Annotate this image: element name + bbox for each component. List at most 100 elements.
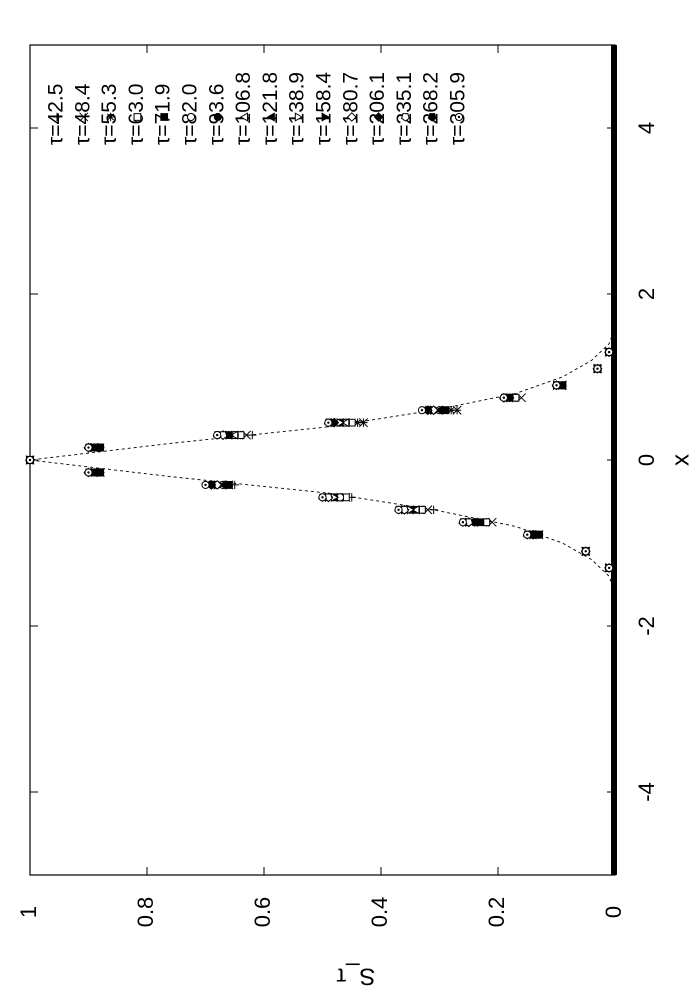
data-point [552,381,561,390]
legend-label: τ=235.1 [393,72,416,145]
data-point [353,418,362,427]
marker-shape [239,112,248,122]
legend-marker [106,112,115,122]
marker-dot [327,421,330,424]
legend-marker [133,113,142,121]
y-tick-label: 0.4 [367,897,392,928]
data-point [417,406,427,415]
marker-dot [461,521,465,524]
marker-dot [321,496,324,499]
data-point [557,380,566,390]
legend-marker [213,112,222,122]
data-point [434,405,443,415]
reference-curve [29,45,616,875]
data-point [593,364,602,373]
data-point [411,505,420,515]
marker-dot [607,350,611,354]
legend-marker [294,112,304,122]
legend-marker [401,113,410,122]
marker-shape [469,517,478,527]
marker-dot [204,483,207,487]
legend-marker [52,112,62,122]
y-tick-label: 0.2 [484,897,509,928]
y-axis-label: S_τ [336,963,375,990]
data-point [229,430,239,440]
marker-shape [213,112,222,122]
marker-shape [294,112,304,122]
marker-dot [526,533,529,536]
y-tick-label: 0.8 [133,897,158,928]
data-point [248,430,257,440]
legend-label: τ=206.1 [366,72,389,145]
legend-marker [79,112,89,122]
x-axis-ticks: -4 -2 0 2 4 [30,122,659,802]
marker-shape [248,430,257,440]
y-axis-ticks: 0 0.2 0.4 0.6 0.8 1 [16,45,626,927]
marker-dot [87,446,90,449]
legend-marker [160,113,169,121]
marker-dot [607,566,611,570]
marker-shape [346,112,357,122]
data-point [213,431,222,440]
marker-shape [321,112,330,122]
marker-shape [341,418,350,428]
x-tick-label: -4 [634,782,659,802]
legend-marker [321,112,330,122]
marker-dot [502,396,506,399]
marker-dot [584,550,587,553]
data-point [429,505,438,514]
data-point [447,406,456,415]
plot-frame [29,44,616,876]
marker-shape [133,113,142,121]
legend-label: τ=305.9 [447,72,470,145]
marker-shape [401,113,410,122]
data-point [581,547,590,556]
marker-shape [447,406,456,415]
marker-shape [353,418,362,427]
marker-dot [596,367,599,370]
marker-dot [87,471,90,474]
marker-dot [457,115,461,119]
marker-dot [420,409,424,412]
legend-label: τ=48.4 [71,83,94,145]
marker-dot [216,433,219,437]
legend-label: τ=55.3 [98,84,121,145]
data-point [25,455,35,465]
x-tick-label: -2 [634,616,659,636]
data-point [84,468,93,477]
data-markers [25,347,615,573]
marker-dot [555,384,558,387]
legend-marker [239,112,248,122]
legend-label: τ=268.2 [420,72,443,145]
legend-label: τ=121.8 [259,72,282,145]
marker-shape [186,112,196,122]
data-point [499,393,508,402]
data-point [324,418,333,427]
marker-shape [79,112,89,122]
legend-marker [186,112,196,122]
legend-label: τ=180.7 [339,72,362,145]
data-point [523,530,532,539]
data-point [605,563,614,572]
legend-marker [427,113,437,122]
marker-shape [229,430,239,440]
legend-label: τ=42.5 [45,84,68,145]
reference-curve-layer [29,45,617,875]
marker-shape [557,380,566,390]
marker-dot [28,458,32,462]
marker-shape [218,480,227,490]
marker-dot [397,508,400,511]
data-point [318,493,327,502]
legend-marker [346,112,357,122]
data-point [201,480,210,489]
data-point [218,480,227,490]
y-tick-label: 0 [601,906,626,918]
y-tick-label: 1 [16,906,41,918]
marker-shape [429,505,438,514]
data-point [84,443,93,452]
legend: τ=42.5τ=48.4τ=55.3τ=63.0τ=71.9τ=82.0τ=93… [45,72,470,145]
legend-marker [266,112,275,122]
marker-shape [160,113,169,121]
